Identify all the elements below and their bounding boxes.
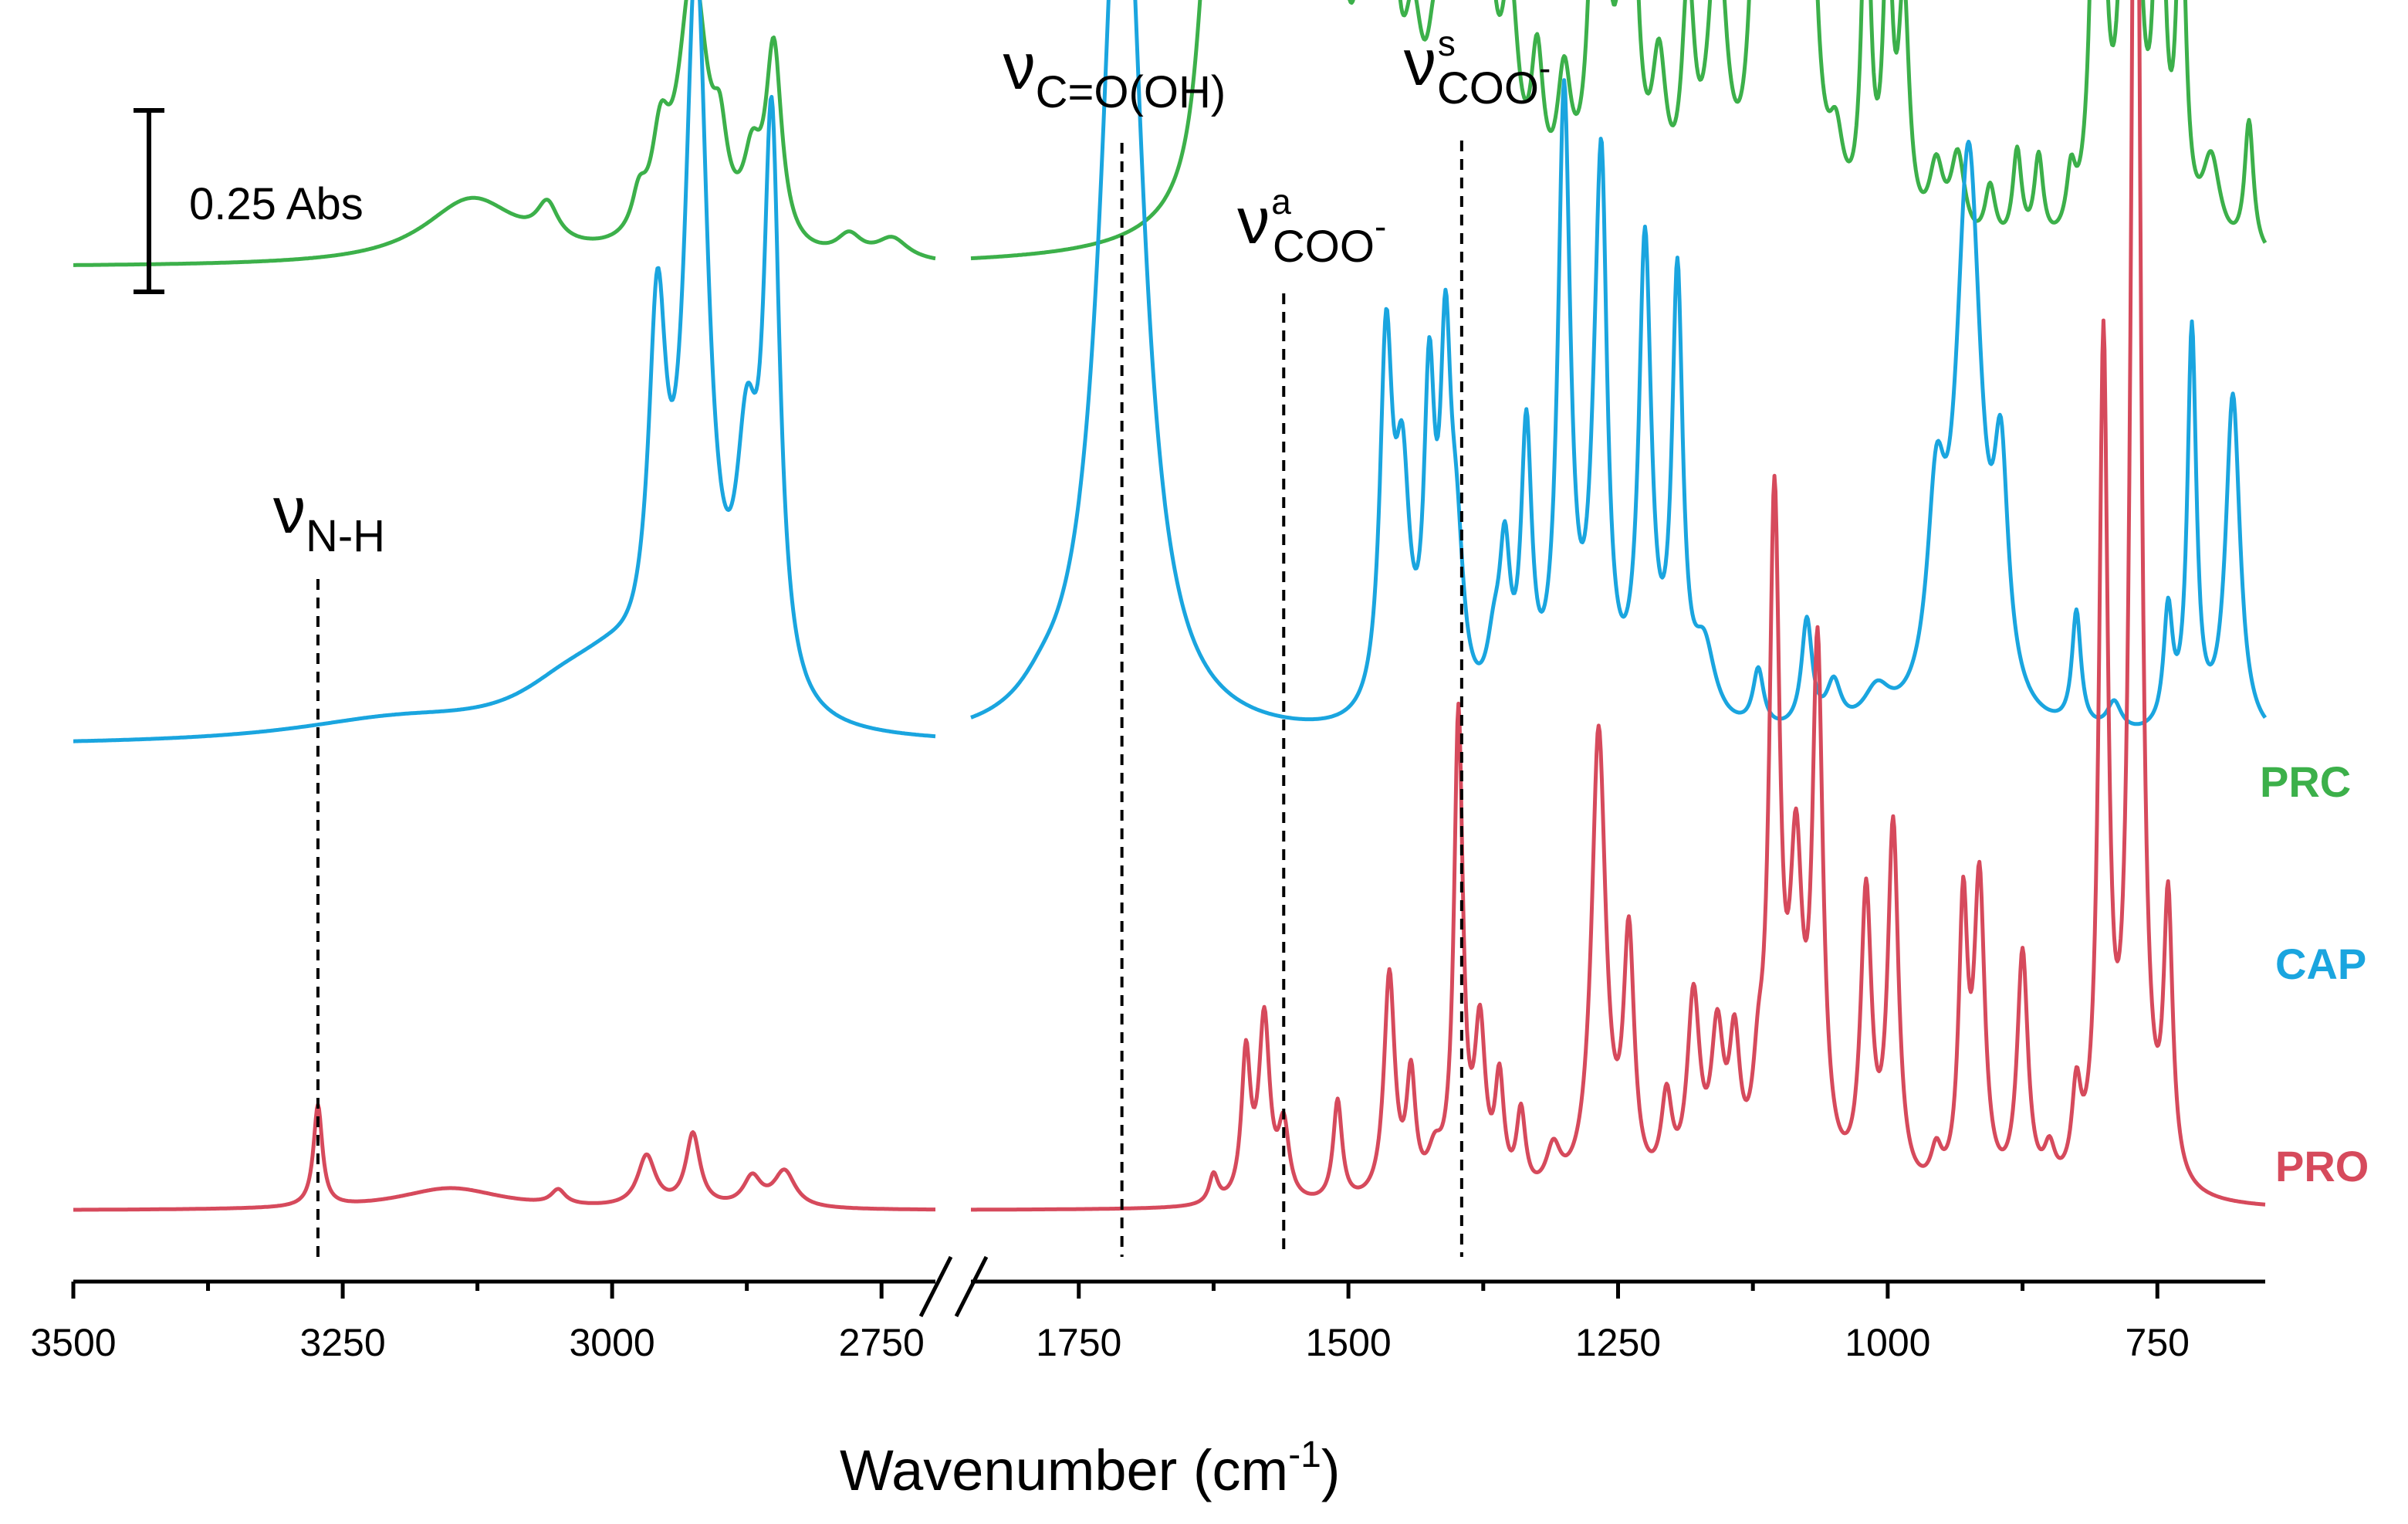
series-cap-line-1 [72,0,937,743]
series-prc-line-2 [969,0,2268,261]
x-tick-label: 3000 [570,1321,655,1364]
axis-break-mark-right [954,1255,989,1318]
series-prc [72,0,2268,267]
series-prc-line-1 [72,0,937,267]
annotation-label: νC=O(OH) [1003,30,1226,117]
scale-bar-label: 0.25 Abs [189,179,364,229]
x-tick-label: 750 [2126,1321,2190,1364]
series-label-cap: CAP [2275,940,2366,988]
x-axis-title: Wavenumber (cm-1) [840,1434,1341,1502]
x-tick-label: 1000 [1845,1321,1930,1364]
x-tick-label: 3500 [30,1321,116,1364]
series-cap-line-2 [969,0,2268,726]
x-tick-label: 3250 [299,1321,385,1364]
annotation-2: νC=O(OH) [1003,30,1226,1257]
annotation-3: νa COO- [1237,181,1386,1257]
x-axis: 3500 3250 3000 2750 1750 1500 1250 1000 750 [30,1255,2265,1364]
axis-break-mark-left [918,1255,953,1318]
x-tick-label: 1500 [1306,1321,1392,1364]
x-tick-label: 1250 [1575,1321,1661,1364]
x-tick-label: 1750 [1036,1321,1121,1364]
series-pro-line-2 [969,0,2267,1212]
series-label-pro: PRO [2275,1142,2369,1190]
scale-bar: 0.25 Abs [134,108,364,294]
series-pro-line-1 [72,1102,937,1212]
annotation-1: νN-H [273,474,385,1257]
annotation-4: νs COO- [1404,23,1551,1257]
annotations: νN-H νC=O(OH)νa COO-νs COO- [273,23,1551,1257]
plot-layer [72,0,2268,1212]
series-label-prc: PRC [2260,757,2351,806]
annotation-label: νs COO- [1404,23,1551,113]
annotation-label: νN-H [273,474,385,561]
series-cap [72,0,2268,743]
annotation-label: νa COO- [1237,181,1386,272]
series-pro [72,0,2267,1212]
x-tick-label: 2750 [839,1321,925,1364]
